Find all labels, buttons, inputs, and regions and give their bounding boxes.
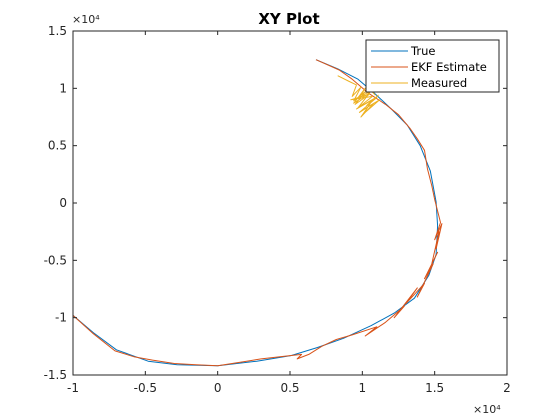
legend-label-true: True bbox=[410, 44, 435, 58]
x-tick-label: 1 bbox=[359, 381, 367, 395]
legend[interactable]: True EKF Estimate Measured bbox=[365, 39, 500, 93]
x-tick-label: -1 bbox=[67, 381, 79, 395]
x-exponent-label: ×10⁴ bbox=[473, 403, 501, 416]
x-tick-label: 2 bbox=[503, 381, 511, 395]
y-tick-label: -1 bbox=[55, 311, 67, 325]
x-axis: -1 -0.5 0 0.5 1 1.5 2 bbox=[67, 31, 511, 395]
y-exponent-label: ×10⁴ bbox=[72, 13, 100, 26]
y-tick-label: 0.5 bbox=[48, 139, 67, 153]
x-tick-label: 0.5 bbox=[280, 381, 299, 395]
series-layer bbox=[72, 59, 443, 367]
series-line-measured bbox=[337, 75, 381, 118]
y-tick-label: 1 bbox=[59, 81, 67, 95]
legend-label-measured: Measured bbox=[411, 76, 467, 90]
y-tick-label: -1.5 bbox=[44, 368, 67, 382]
chart-title: XY Plot bbox=[258, 10, 319, 28]
y-tick-label: 0 bbox=[59, 196, 67, 210]
x-tick-label: 1.5 bbox=[425, 381, 444, 395]
x-tick-label: -0.5 bbox=[134, 381, 157, 395]
y-tick-label: -0.5 bbox=[44, 253, 67, 267]
legend-label-ekf-estimate: EKF Estimate bbox=[411, 60, 487, 74]
y-axis: -1.5 -1 -0.5 0 0.5 1 1.5 bbox=[44, 24, 507, 382]
series-line-ekf-estimate bbox=[72, 59, 443, 367]
x-tick-label: 0 bbox=[214, 381, 222, 395]
y-tick-label: 1.5 bbox=[48, 24, 67, 38]
